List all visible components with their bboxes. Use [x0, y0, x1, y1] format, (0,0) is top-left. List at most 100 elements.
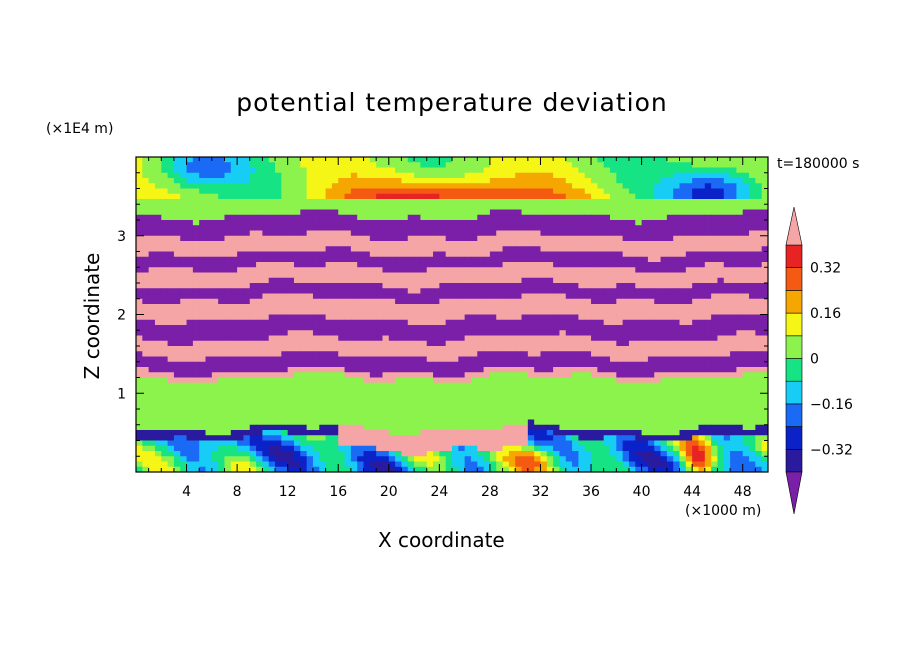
contour-cell	[350, 335, 358, 342]
contour-cell	[755, 361, 763, 368]
contour-cell	[654, 298, 661, 305]
contour-cell	[426, 246, 434, 252]
contour-cell	[578, 377, 586, 384]
contour-cell	[388, 340, 396, 347]
contour-cell	[464, 325, 472, 331]
contour-cell	[388, 157, 396, 163]
contour-cell	[666, 256, 674, 263]
contour-cell	[445, 209, 453, 216]
contour-cell	[420, 199, 428, 205]
contour-cell	[218, 267, 225, 273]
contour-cell	[344, 356, 352, 363]
contour-cell	[433, 283, 440, 289]
contour-cell	[192, 319, 200, 326]
contour-cell	[256, 377, 263, 384]
contour-cell	[673, 220, 680, 226]
contour-cell	[572, 235, 579, 242]
contour-cell	[654, 199, 661, 205]
contour-cell	[723, 367, 731, 373]
contour-cell	[363, 188, 371, 195]
contour-cell	[445, 277, 453, 284]
contour-cell	[622, 356, 630, 363]
contour-cell	[666, 235, 674, 242]
contour-cell	[698, 267, 706, 273]
contour-cell	[628, 298, 636, 305]
contour-cell	[376, 309, 383, 315]
contour-cell	[376, 157, 383, 163]
contour-cell	[407, 209, 415, 216]
contour-cell	[192, 157, 200, 163]
contour-cell	[186, 382, 194, 389]
contour-cell	[464, 162, 472, 168]
contour-cell	[578, 288, 586, 294]
contour-cell	[224, 367, 232, 373]
contour-cell	[142, 188, 150, 195]
contour-cell	[546, 225, 554, 231]
contour-cell	[218, 193, 225, 200]
contour-cell	[717, 220, 725, 226]
contour-cell	[597, 325, 605, 331]
contour-cell	[218, 199, 225, 205]
contour-cell	[338, 314, 345, 321]
contour-cell	[730, 283, 737, 289]
contour-cell	[319, 183, 326, 189]
contour-cell	[439, 283, 447, 289]
contour-cell	[357, 356, 364, 363]
contour-cell	[470, 356, 478, 363]
contour-cell	[294, 235, 301, 242]
contour-cell	[167, 272, 175, 279]
contour-cell	[464, 388, 472, 394]
contour-cell	[527, 304, 535, 310]
contour-cell	[736, 230, 744, 237]
contour-cell	[218, 272, 225, 279]
contour-cell	[388, 225, 396, 231]
contour-cell	[319, 393, 326, 399]
contour-cell	[742, 183, 750, 189]
contour-cell	[350, 403, 358, 410]
contour-cell	[211, 325, 219, 331]
contour-cell	[268, 298, 276, 305]
contour-cell	[401, 377, 409, 384]
contour-cell	[268, 288, 276, 294]
contour-cell	[186, 162, 194, 168]
contour-cell	[369, 298, 377, 305]
contour-cell	[559, 409, 567, 415]
contour-cell	[578, 314, 586, 321]
contour-cell	[426, 304, 434, 310]
contour-cell	[180, 220, 187, 226]
contour-cell	[180, 225, 187, 231]
contour-cell	[711, 178, 718, 184]
contour-cell	[736, 183, 744, 189]
contour-cell	[376, 293, 383, 300]
contour-cell	[628, 409, 636, 415]
contour-cell	[635, 382, 642, 389]
contour-cell	[369, 214, 377, 221]
contour-cell	[167, 309, 175, 315]
contour-cell	[445, 330, 453, 336]
contour-cell	[439, 393, 447, 399]
contour-cell	[692, 356, 699, 363]
contour-cell	[136, 204, 143, 210]
contour-cell	[477, 277, 484, 284]
contour-cell	[148, 283, 156, 289]
contour-cell	[622, 214, 630, 221]
contour-cell	[167, 214, 175, 221]
contour-cell	[742, 204, 750, 210]
contour-cell	[755, 372, 763, 378]
contour-cell	[426, 178, 434, 184]
contour-cell	[489, 225, 497, 231]
contour-cell	[369, 220, 377, 226]
contour-cell	[452, 272, 459, 279]
contour-cell	[407, 367, 415, 373]
contour-cell	[654, 288, 661, 294]
contour-cell	[717, 235, 725, 242]
contour-cell	[666, 309, 674, 315]
contour-cell	[382, 199, 390, 205]
contour-cell	[502, 209, 510, 216]
contour-cell	[698, 246, 706, 252]
contour-cell	[660, 235, 668, 242]
contour-cell	[199, 225, 206, 231]
contour-cell	[237, 288, 244, 294]
contour-cell	[439, 178, 447, 184]
contour-cell	[723, 377, 731, 384]
